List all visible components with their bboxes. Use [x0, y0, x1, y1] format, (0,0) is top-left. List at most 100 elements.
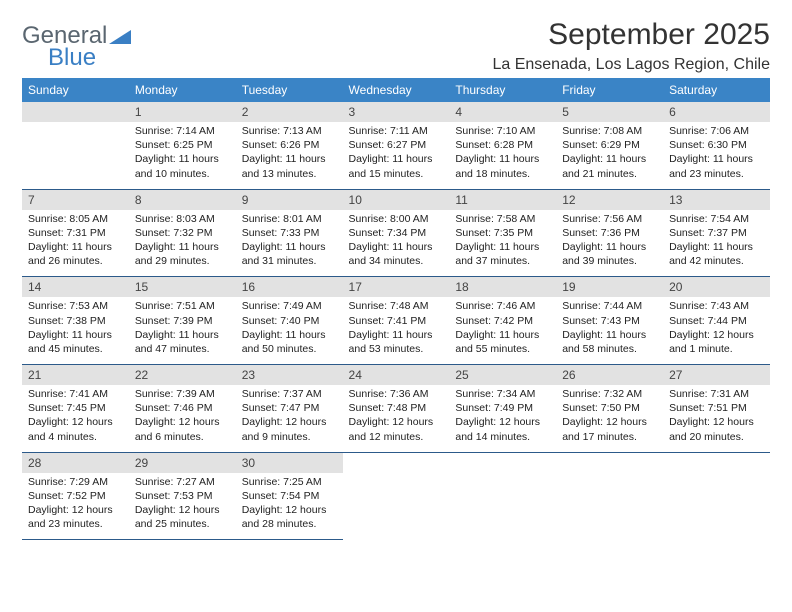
daylight-text-2: and 26 minutes. [28, 254, 123, 268]
day-details: Sunrise: 8:05 AMSunset: 7:31 PMDaylight:… [22, 210, 129, 277]
sunset-text: Sunset: 7:53 PM [135, 489, 230, 503]
sunset-text: Sunset: 7:40 PM [242, 314, 337, 328]
daylight-text-2: and 9 minutes. [242, 430, 337, 444]
day-number: 9 [236, 190, 343, 210]
sunset-text: Sunset: 7:49 PM [455, 401, 550, 415]
day-details: Sunrise: 7:31 AMSunset: 7:51 PMDaylight:… [663, 385, 770, 452]
logo-triangle-icon [109, 26, 131, 49]
calendar-cell [449, 452, 556, 540]
daylight-text-2: and 4 minutes. [28, 430, 123, 444]
daylight-text-2: and 50 minutes. [242, 342, 337, 356]
sunset-text: Sunset: 7:33 PM [242, 226, 337, 240]
daylight-text-1: Daylight: 12 hours [28, 415, 123, 429]
daylight-text-1: Daylight: 12 hours [349, 415, 444, 429]
day-details: Sunrise: 7:44 AMSunset: 7:43 PMDaylight:… [556, 297, 663, 364]
daylight-text-1: Daylight: 11 hours [135, 328, 230, 342]
daylight-text-1: Daylight: 11 hours [28, 240, 123, 254]
calendar-body: 1Sunrise: 7:14 AMSunset: 6:25 PMDaylight… [22, 102, 770, 540]
day-details: Sunrise: 8:00 AMSunset: 7:34 PMDaylight:… [343, 210, 450, 277]
day-number: 20 [663, 277, 770, 297]
day-number: 18 [449, 277, 556, 297]
day-number: 30 [236, 453, 343, 473]
day-details: Sunrise: 7:36 AMSunset: 7:48 PMDaylight:… [343, 385, 450, 452]
sunset-text: Sunset: 7:48 PM [349, 401, 444, 415]
sunset-text: Sunset: 7:35 PM [455, 226, 550, 240]
location-text: La Ensenada, Los Lagos Region, Chile [492, 56, 770, 74]
sunrise-text: Sunrise: 7:13 AM [242, 124, 337, 138]
daylight-text-1: Daylight: 12 hours [455, 415, 550, 429]
sunrise-text: Sunrise: 8:05 AM [28, 212, 123, 226]
day-details: Sunrise: 7:39 AMSunset: 7:46 PMDaylight:… [129, 385, 236, 452]
sunset-text: Sunset: 7:34 PM [349, 226, 444, 240]
day-details: Sunrise: 7:29 AMSunset: 7:52 PMDaylight:… [22, 473, 129, 540]
calendar-week-row: 21Sunrise: 7:41 AMSunset: 7:45 PMDayligh… [22, 365, 770, 453]
weekday-header: Saturday [663, 78, 770, 102]
day-number: 7 [22, 190, 129, 210]
sunset-text: Sunset: 7:31 PM [28, 226, 123, 240]
daylight-text-1: Daylight: 11 hours [669, 152, 764, 166]
day-number: 13 [663, 190, 770, 210]
calendar-cell: 25Sunrise: 7:34 AMSunset: 7:49 PMDayligh… [449, 365, 556, 453]
sunrise-text: Sunrise: 7:31 AM [669, 387, 764, 401]
calendar-cell: 5Sunrise: 7:08 AMSunset: 6:29 PMDaylight… [556, 102, 663, 189]
calendar-cell: 13Sunrise: 7:54 AMSunset: 7:37 PMDayligh… [663, 189, 770, 277]
calendar-cell: 9Sunrise: 8:01 AMSunset: 7:33 PMDaylight… [236, 189, 343, 277]
calendar-cell: 24Sunrise: 7:36 AMSunset: 7:48 PMDayligh… [343, 365, 450, 453]
sunrise-text: Sunrise: 7:06 AM [669, 124, 764, 138]
day-details: Sunrise: 7:46 AMSunset: 7:42 PMDaylight:… [449, 297, 556, 364]
day-details: Sunrise: 7:11 AMSunset: 6:27 PMDaylight:… [343, 122, 450, 189]
sunrise-text: Sunrise: 7:51 AM [135, 299, 230, 313]
calendar-week-row: 28Sunrise: 7:29 AMSunset: 7:52 PMDayligh… [22, 452, 770, 540]
sunrise-text: Sunrise: 8:03 AM [135, 212, 230, 226]
calendar-cell: 6Sunrise: 7:06 AMSunset: 6:30 PMDaylight… [663, 102, 770, 189]
day-number: 16 [236, 277, 343, 297]
calendar-table: Sunday Monday Tuesday Wednesday Thursday… [22, 78, 770, 540]
sunrise-text: Sunrise: 7:10 AM [455, 124, 550, 138]
daylight-text-2: and 12 minutes. [349, 430, 444, 444]
sunrise-text: Sunrise: 7:54 AM [669, 212, 764, 226]
day-number: 24 [343, 365, 450, 385]
daylight-text-1: Daylight: 11 hours [242, 240, 337, 254]
day-number: 12 [556, 190, 663, 210]
sunrise-text: Sunrise: 8:01 AM [242, 212, 337, 226]
daylight-text-1: Daylight: 12 hours [562, 415, 657, 429]
daylight-text-1: Daylight: 11 hours [349, 152, 444, 166]
daylight-text-2: and 23 minutes. [669, 167, 764, 181]
daylight-text-2: and 23 minutes. [28, 517, 123, 531]
sunrise-text: Sunrise: 7:46 AM [455, 299, 550, 313]
sunset-text: Sunset: 7:37 PM [669, 226, 764, 240]
day-number: 26 [556, 365, 663, 385]
day-details: Sunrise: 8:01 AMSunset: 7:33 PMDaylight:… [236, 210, 343, 277]
sunrise-text: Sunrise: 7:08 AM [562, 124, 657, 138]
daylight-text-1: Daylight: 12 hours [135, 503, 230, 517]
daylight-text-1: Daylight: 11 hours [562, 152, 657, 166]
day-number: 21 [22, 365, 129, 385]
day-details: Sunrise: 7:56 AMSunset: 7:36 PMDaylight:… [556, 210, 663, 277]
sunrise-text: Sunrise: 7:29 AM [28, 475, 123, 489]
day-details: Sunrise: 7:51 AMSunset: 7:39 PMDaylight:… [129, 297, 236, 364]
sunset-text: Sunset: 7:52 PM [28, 489, 123, 503]
calendar-page: General September 2025 La Ensenada, Los … [0, 0, 792, 558]
calendar-cell: 7Sunrise: 8:05 AMSunset: 7:31 PMDaylight… [22, 189, 129, 277]
daylight-text-1: Daylight: 11 hours [242, 152, 337, 166]
calendar-cell: 14Sunrise: 7:53 AMSunset: 7:38 PMDayligh… [22, 277, 129, 365]
daylight-text-2: and 29 minutes. [135, 254, 230, 268]
daylight-text-2: and 34 minutes. [349, 254, 444, 268]
daylight-text-1: Daylight: 11 hours [349, 240, 444, 254]
sunset-text: Sunset: 7:39 PM [135, 314, 230, 328]
day-number: 8 [129, 190, 236, 210]
daylight-text-2: and 15 minutes. [349, 167, 444, 181]
day-number: 27 [663, 365, 770, 385]
daylight-text-2: and 37 minutes. [455, 254, 550, 268]
daylight-text-2: and 1 minute. [669, 342, 764, 356]
daylight-text-2: and 6 minutes. [135, 430, 230, 444]
calendar-cell: 11Sunrise: 7:58 AMSunset: 7:35 PMDayligh… [449, 189, 556, 277]
daylight-text-2: and 31 minutes. [242, 254, 337, 268]
day-details: Sunrise: 7:14 AMSunset: 6:25 PMDaylight:… [129, 122, 236, 189]
day-details: Sunrise: 7:43 AMSunset: 7:44 PMDaylight:… [663, 297, 770, 364]
daylight-text-1: Daylight: 12 hours [242, 415, 337, 429]
day-details: Sunrise: 7:41 AMSunset: 7:45 PMDaylight:… [22, 385, 129, 452]
sunrise-text: Sunrise: 7:27 AM [135, 475, 230, 489]
daylight-text-2: and 28 minutes. [242, 517, 337, 531]
daylight-text-1: Daylight: 11 hours [135, 152, 230, 166]
